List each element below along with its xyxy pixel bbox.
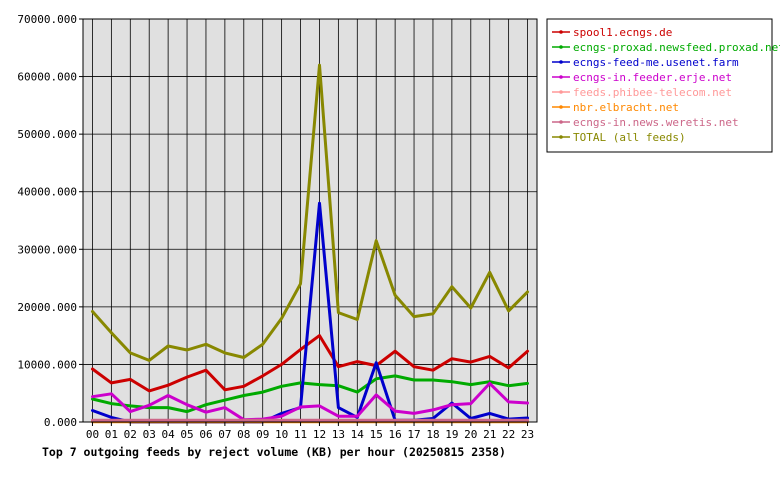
y-axis-ticks: 0.000 10000.000 20000.000 30000.000 40000.00… xyxy=(17,13,83,429)
y-tick-label: 0.000 xyxy=(44,416,77,429)
x-tick-label: 23 xyxy=(521,428,534,441)
x-tick-label: 09 xyxy=(256,428,269,441)
legend-label: nbr.elbracht.net xyxy=(573,101,679,114)
x-axis-ticks: 00 01 02 03 04 05 06 07 08 09 10 11 12 13 14 15 16 17 18 19… xyxy=(86,422,534,441)
vertical-gridlines xyxy=(92,19,528,422)
x-tick-label: 14 xyxy=(351,428,365,441)
legend-label: feeds.phibee-telecom.net xyxy=(573,86,732,99)
legend-marker xyxy=(559,90,563,94)
legend-marker xyxy=(559,75,563,79)
x-tick-label: 11 xyxy=(294,428,307,441)
x-tick-label: 16 xyxy=(389,428,402,441)
series-line-1 xyxy=(91,374,529,414)
chart-title: Top 7 outgoing feeds by reject volume (K… xyxy=(42,445,506,459)
x-tick-label: 13 xyxy=(332,428,345,441)
x-tick-label: 01 xyxy=(105,428,118,441)
x-tick-label: 12 xyxy=(313,428,326,441)
x-tick-label: 17 xyxy=(407,428,420,441)
legend-label: ecngs-in.feeder.erje.net xyxy=(573,71,732,84)
legend-marker xyxy=(559,45,563,49)
x-tick-label: 04 xyxy=(162,428,176,441)
legend-marker xyxy=(559,60,563,64)
x-tick-label: 22 xyxy=(502,428,515,441)
legend-label: spool1.ecngs.de xyxy=(573,26,672,39)
legend-marker xyxy=(559,135,563,139)
x-tick-label: 03 xyxy=(143,428,156,441)
legend-marker xyxy=(559,105,563,109)
x-tick-label: 02 xyxy=(124,428,137,441)
x-tick-label: 19 xyxy=(445,428,458,441)
legend-marker xyxy=(559,30,563,34)
legend-label: ecngs-proxad.newsfeed.proxad.net xyxy=(573,41,780,54)
legend-frame xyxy=(546,18,773,153)
x-tick-label: 21 xyxy=(483,428,496,441)
series-line-7 xyxy=(91,63,529,362)
x-tick-label: 08 xyxy=(237,428,250,441)
y-tick-label: 60000.000 xyxy=(17,71,77,84)
y-tick-label: 30000.000 xyxy=(17,243,77,256)
x-tick-label: 15 xyxy=(370,428,383,441)
plot-frame xyxy=(82,18,538,423)
x-tick-label: 18 xyxy=(426,428,439,441)
x-tick-label: 07 xyxy=(218,428,231,441)
legend-marker xyxy=(559,120,563,124)
y-tick-label: 50000.000 xyxy=(17,128,77,141)
legend-label: TOTAL (all feeds) xyxy=(573,131,686,144)
x-tick-label: 10 xyxy=(275,428,288,441)
x-tick-label: 00 xyxy=(86,428,99,441)
series-line-3 xyxy=(91,381,529,422)
y-tick-label: 40000.000 xyxy=(17,186,77,199)
y-tick-label: 20000.000 xyxy=(17,301,77,314)
y-tick-label: 70000.000 xyxy=(17,13,77,26)
legend: spool1.ecngs.de ecngs-proxad.newsfeed.pro… xyxy=(546,18,780,153)
series-line-0 xyxy=(91,334,529,393)
legend-label: ecngs-in.news.weretis.net xyxy=(573,116,739,129)
legend-label: ecngs-feed-me.usenet.farm xyxy=(573,56,739,69)
x-tick-label: 05 xyxy=(180,428,193,441)
x-tick-label: 06 xyxy=(199,428,212,441)
x-tick-label: 20 xyxy=(464,428,477,441)
y-tick-label: 10000.000 xyxy=(17,358,77,371)
